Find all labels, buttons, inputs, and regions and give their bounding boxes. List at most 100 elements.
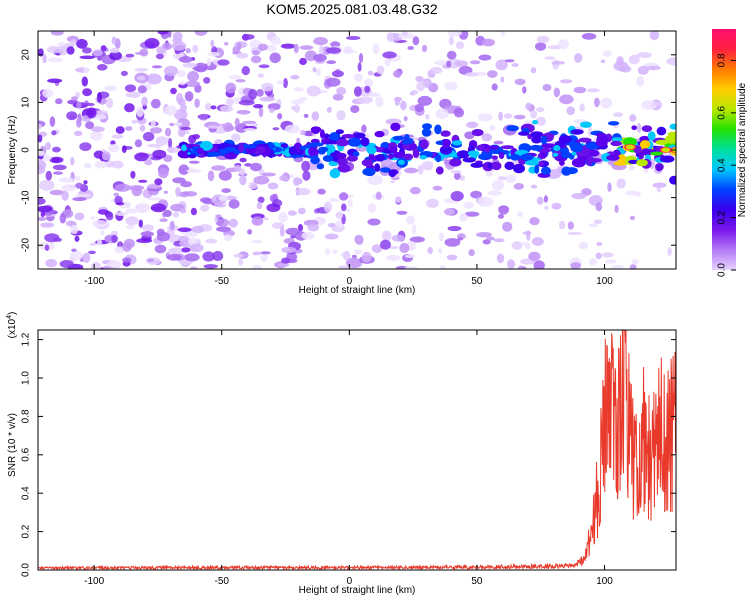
spectrogram-speckle — [122, 257, 132, 263]
spectrogram-band-blob — [310, 126, 322, 133]
spectrogram-speckle — [102, 265, 112, 269]
spectrogram-speckle — [533, 260, 545, 269]
spectrogram-speckle — [489, 124, 496, 131]
spectrogram-speckle — [536, 107, 545, 113]
spectrogram-speckle — [493, 238, 505, 243]
spectrogram-band-blob — [498, 151, 505, 160]
spectrogram-speckle — [251, 264, 263, 269]
spectrogram-speckle — [90, 131, 103, 141]
spectrogram-speckle — [188, 160, 200, 164]
spectrogram-speckle — [351, 254, 357, 259]
spectrogram-speckle — [364, 78, 374, 89]
spectrogram-speckle — [404, 254, 416, 258]
spectrogram-speckle — [190, 266, 198, 269]
spectrogram-speckle — [184, 130, 190, 134]
spectrogram-band-blob — [316, 163, 325, 170]
spectrogram-speckle — [497, 176, 508, 181]
spectrogram-speckle — [263, 217, 269, 221]
spectrogram-speckle — [136, 238, 153, 244]
spectrogram-speckle — [596, 241, 603, 246]
spectrogram-band-blob — [362, 167, 376, 176]
spectrogram-speckle — [425, 113, 430, 120]
spectrogram-speckle — [134, 51, 149, 56]
spectrogram-band-blob — [449, 158, 462, 167]
spectrogram-band-blob — [336, 138, 350, 147]
spectrogram-band-blob — [440, 130, 451, 137]
spectrogram-speckle — [218, 170, 232, 181]
spectrogram-speckle — [140, 231, 154, 237]
spectrogram-speckle — [283, 78, 288, 89]
spectrogram-speckle — [543, 195, 549, 203]
spectrogram-speckle — [329, 198, 339, 203]
spectrogram-speckle — [511, 63, 519, 67]
spectrogram-speckle — [244, 163, 252, 167]
spectrogram-speckle — [114, 246, 125, 254]
spectrogram-speckle — [92, 49, 103, 57]
spectrogram-speckle — [152, 149, 167, 159]
spectrogram-band-blob — [366, 145, 377, 155]
spectrogram-speckle — [371, 244, 383, 253]
spectrogram-speckle — [59, 212, 66, 224]
spectrogram-band-blob — [656, 165, 662, 172]
spectrogram-band-blob — [390, 122, 401, 132]
spectrogram-band-blob — [606, 154, 620, 161]
spectrogram-speckle — [111, 36, 117, 45]
spectrogram-band-blob — [326, 144, 336, 153]
spectrogram-speckle — [83, 180, 88, 185]
spectrogram-speckle — [156, 46, 167, 54]
spectrogram-band-blob — [520, 153, 534, 161]
spectrogram-speckle — [55, 98, 63, 105]
spectrogram-speckle — [207, 170, 215, 182]
spectrogram-speckle — [74, 193, 91, 197]
spectrogram-speckle — [45, 259, 58, 268]
spectrogram-speckle — [181, 247, 191, 253]
spectrogram-band-blob — [375, 154, 385, 162]
spectrogram-speckle — [459, 213, 468, 222]
spectrogram-speckle — [258, 64, 270, 69]
spectrogram-speckle — [109, 51, 122, 61]
spectrogram-speckle — [207, 52, 221, 57]
spectrogram-speckle — [447, 225, 462, 232]
spectrogram-band-blob — [531, 135, 543, 144]
spectrogram-band-blob — [346, 155, 358, 162]
spectrogram-band-blob — [639, 140, 651, 149]
spectrogram-band-blob — [553, 145, 561, 152]
spectrogram-speckle — [325, 77, 341, 87]
spectrogram-speckle — [157, 31, 169, 35]
spectrogram-speckle — [530, 110, 538, 119]
spectrogram-speckle — [504, 59, 515, 63]
spectrogram-speckle — [495, 59, 508, 71]
spectrogram-speckle — [567, 232, 583, 235]
spectrogram-speckle — [291, 106, 296, 111]
spectrogram-speckle — [147, 258, 155, 262]
spectrogram-speckle — [353, 73, 363, 82]
spectrogram-speckle — [446, 60, 452, 68]
spectrogram-speckle — [125, 53, 135, 58]
spectrogram-speckle — [560, 79, 573, 84]
spectrogram-band-blob — [402, 139, 410, 145]
spectrogram-band-blob — [337, 156, 348, 167]
spectrogram-band-blob — [504, 161, 515, 170]
spectrogram-speckle — [439, 265, 447, 269]
spectrogram-speckle — [149, 127, 163, 134]
spectrogram-speckle — [177, 227, 192, 232]
spectrogram-band-blob — [513, 163, 525, 174]
snr-x-tick-label: -50 — [215, 576, 230, 587]
spectrogram-band-blob — [243, 144, 257, 149]
snr-x-tick-label: 100 — [596, 576, 613, 587]
spectrogram-speckle — [382, 51, 397, 59]
spectrogram-band-blob — [442, 139, 451, 149]
spectrogram-speckle — [412, 36, 420, 46]
spectrogram-speckle — [285, 227, 301, 236]
spectrogram-speckle — [72, 197, 87, 202]
spectrogram-speckle — [409, 236, 425, 243]
spectrogram-band-blob — [491, 161, 502, 171]
spectrogram-speckle — [505, 174, 517, 183]
spectrogram-band-blob — [611, 137, 623, 142]
spectrogram-x-tick-label: 0 — [347, 276, 353, 287]
spectrogram-speckle — [236, 110, 251, 115]
spectrogram-speckle — [146, 73, 162, 85]
spectrogram-speckle — [113, 192, 120, 197]
spectrogram-speckle — [131, 119, 138, 124]
